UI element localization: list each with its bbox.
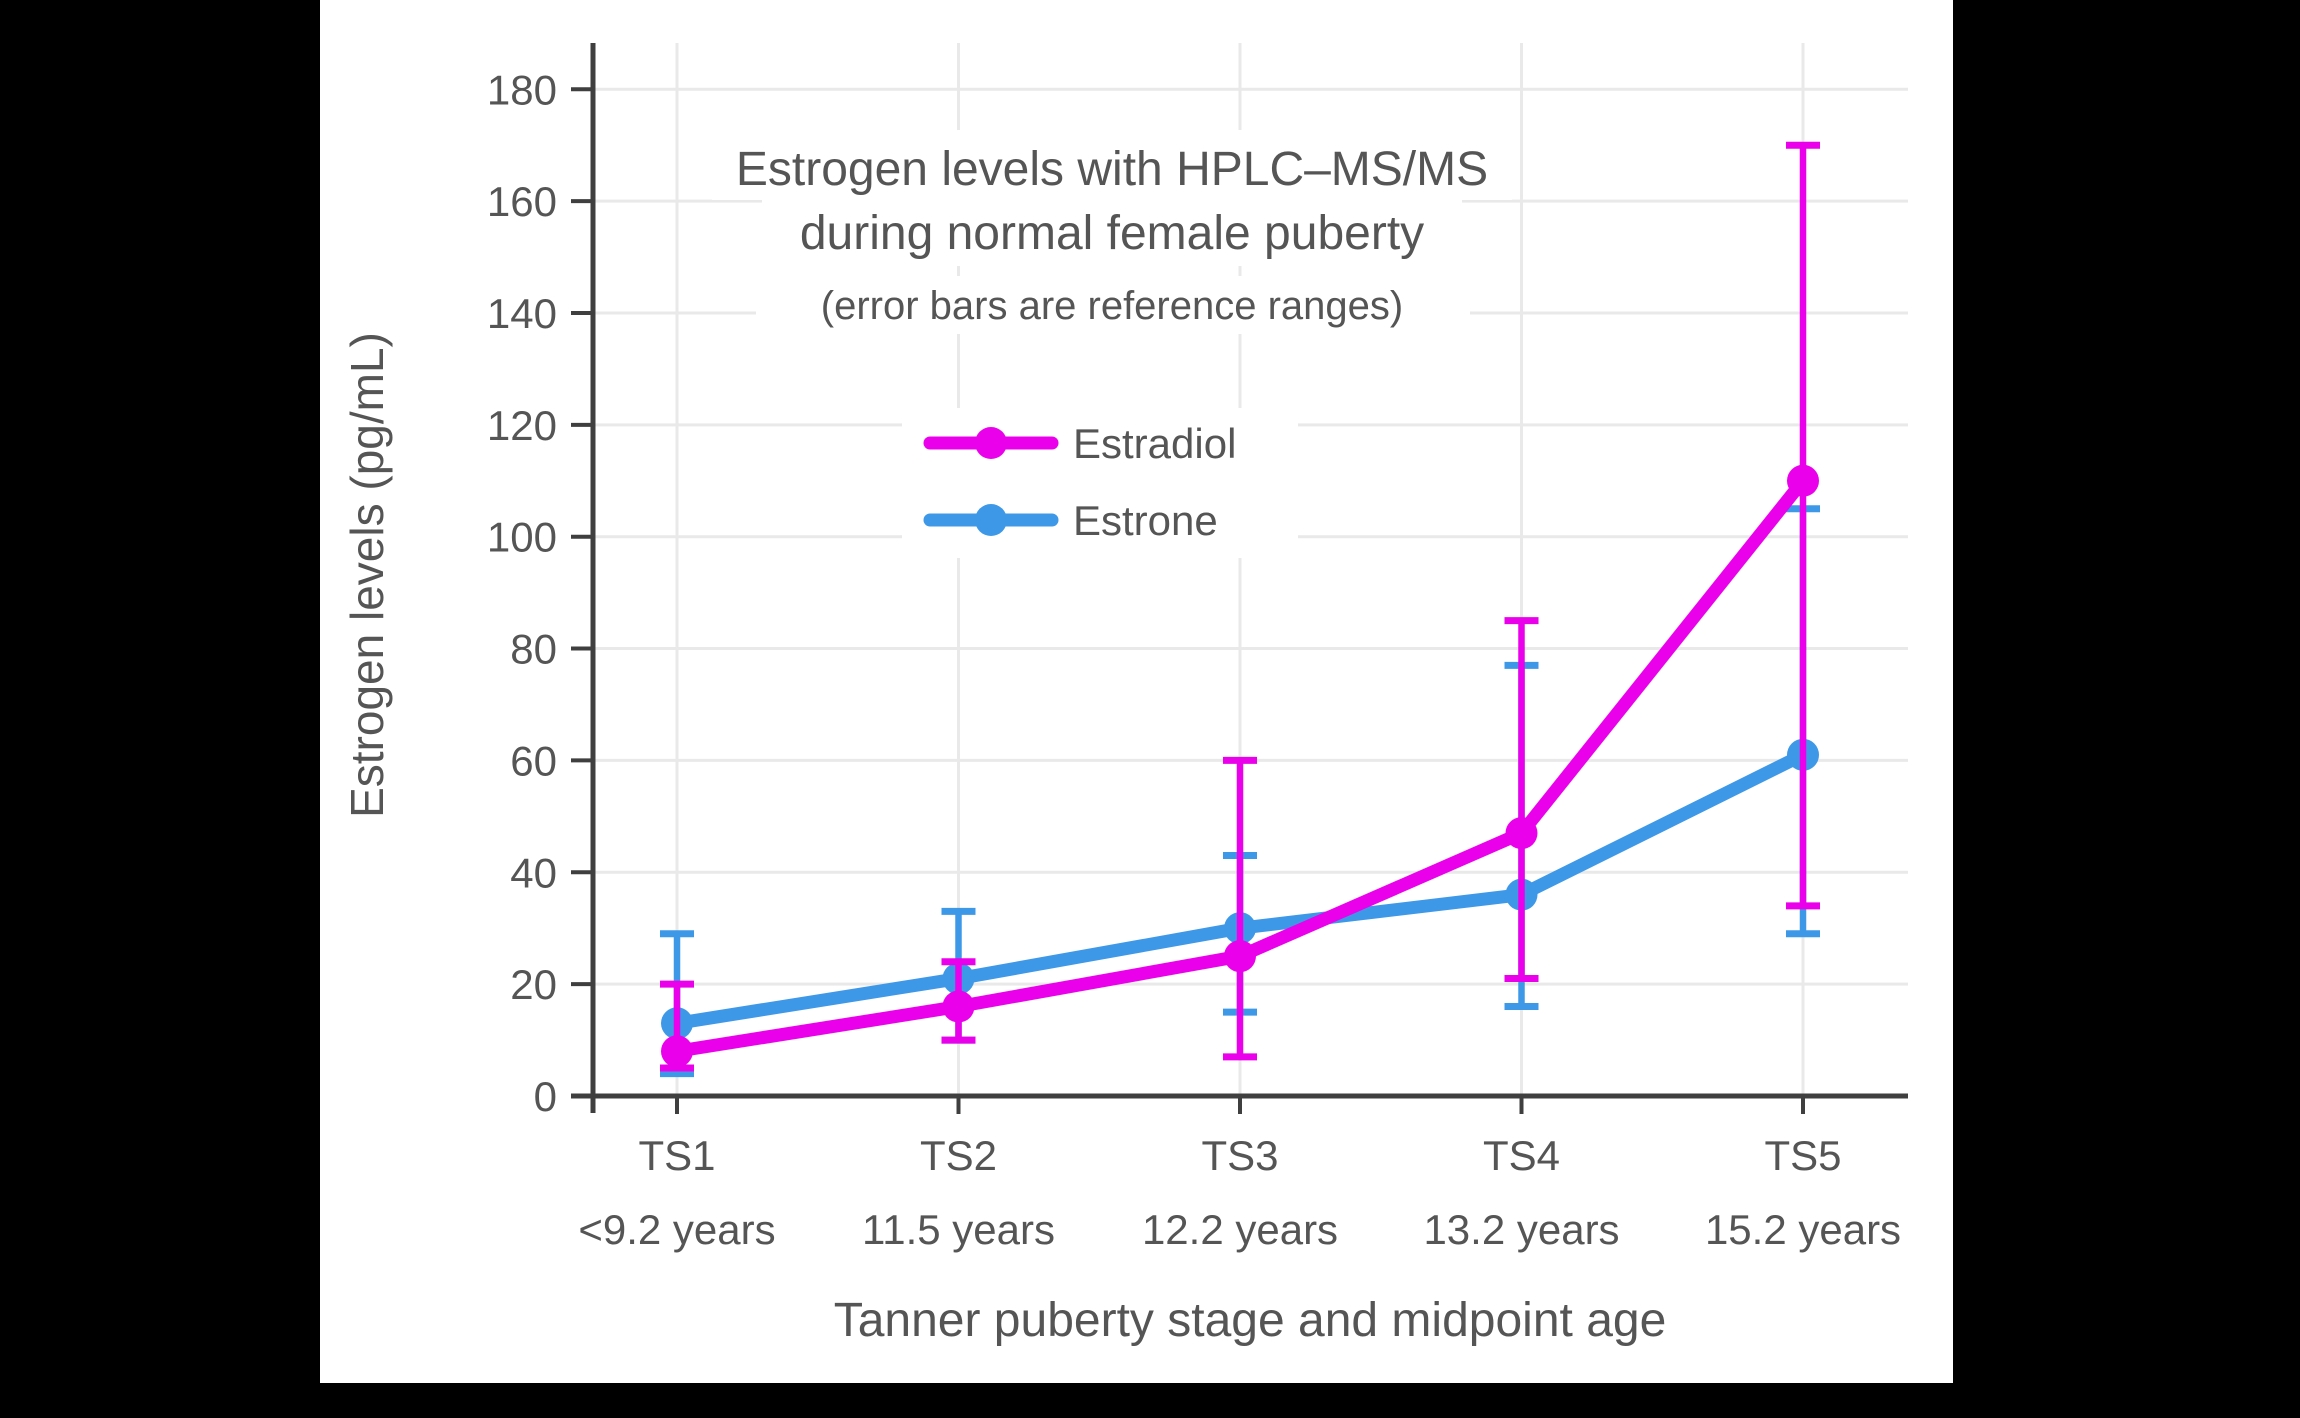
y-tick-label: 100 [487,514,557,561]
legend-swatch-marker [975,427,1007,459]
x-tick-label-stage: TS4 [1483,1132,1560,1179]
axes [571,43,1908,1114]
error-bar-estradiol [1504,617,1539,983]
legend-item-estrone: Estrone [923,497,1218,544]
legend-swatch-marker [975,504,1007,536]
x-tick-label-stage: TS5 [1764,1132,1841,1179]
legend-bg [902,408,1298,558]
estradiol-marker [661,1035,693,1068]
estradiol-marker [1505,817,1538,850]
y-tick-label: 0 [534,1073,557,1120]
y-tick-label: 120 [487,402,557,449]
x-tick-label-age: 11.5 years [862,1206,1055,1253]
error-bar-estradiol [1223,756,1257,1061]
x-tick-label-stage: TS1 [638,1132,715,1179]
y-tick-label: 60 [510,737,557,784]
x-tick-label-age: 15.2 years [1705,1206,1901,1253]
y-tick-label: 140 [487,290,557,337]
estradiol-marker [1224,940,1256,973]
x-tick-label-stage: TS2 [920,1132,997,1179]
series-estradiol [660,141,1820,1072]
title-line1-bg [712,130,1512,200]
x-tick-labels: TS1 TS2 TS3 TS4 TS5 <9.2 years 11.5 years 12.2 … [578,1132,1901,1253]
x-axis-title: Tanner puberty stage and midpoint age [834,1294,1667,1347]
x-tick-label-stage: TS3 [1201,1132,1278,1179]
chart-subtitle: (error bars are reference ranges) [821,284,1403,328]
y-tick-labels: 0 20 40 60 80 100 120 140 160 180 [487,66,557,1120]
chart-title-line1: Estrogen levels with HPLC–MS/MS [736,143,1488,196]
legend-label: Estrone [1073,497,1218,544]
y-tick-label: 160 [487,178,557,225]
estradiol-marker [942,990,975,1023]
y-tick-label: 20 [510,961,557,1008]
title-line2-bg [762,200,1462,266]
x-tick-label-age: 12.2 years [1142,1206,1338,1253]
x-tick-label-age: 13.2 years [1423,1206,1619,1253]
y-axis-title: Estrogen levels (pg/mL) [341,332,393,818]
legend-label: Estradiol [1073,420,1236,467]
x-tick-label-age: <9.2 years [578,1206,775,1253]
subtitle-bg [756,276,1470,334]
error-bar-estradiol [1786,141,1820,910]
legend-item-estradiol: Estradiol [923,420,1236,467]
y-tick-label: 80 [510,626,557,673]
y-tick-label: 180 [487,66,557,113]
legend: Estradiol Estrone [923,420,1236,544]
chart-title-line2: during normal female puberty [800,207,1424,260]
y-tick-label: 40 [510,849,557,896]
estradiol-marker [1787,464,1819,497]
